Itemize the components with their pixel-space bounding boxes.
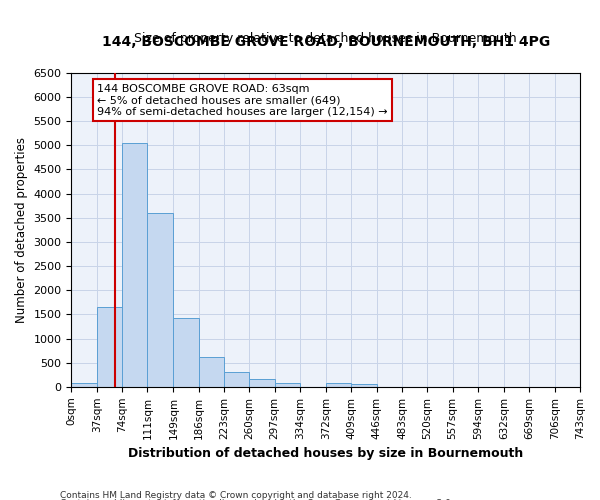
- Bar: [97, 307, 122, 387]
- Bar: [173, 318, 199, 387]
- Bar: [250, 380, 275, 387]
- Text: 144 BOSCOMBE GROVE ROAD: 63sqm
← 5% of detached houses are smaller (649)
94% of : 144 BOSCOMBE GROVE ROAD: 63sqm ← 5% of d…: [97, 84, 388, 116]
- Bar: [199, 357, 224, 387]
- Title: Size of property relative to detached houses in Bournemouth: Size of property relative to detached ho…: [134, 32, 517, 46]
- Bar: [122, 143, 148, 387]
- X-axis label: Distribution of detached houses by size in Bournemouth: Distribution of detached houses by size …: [128, 447, 523, 460]
- Bar: [275, 383, 300, 387]
- Bar: [224, 372, 250, 387]
- Bar: [352, 384, 377, 387]
- Bar: [326, 383, 352, 387]
- Bar: [148, 213, 173, 387]
- Text: Contains HM Land Registry data © Crown copyright and database right 2024.: Contains HM Land Registry data © Crown c…: [60, 490, 412, 500]
- Bar: [71, 383, 97, 387]
- Text: 144, BOSCOMBE GROVE ROAD, BOURNEMOUTH, BH1 4PG: 144, BOSCOMBE GROVE ROAD, BOURNEMOUTH, B…: [101, 36, 550, 50]
- Y-axis label: Number of detached properties: Number of detached properties: [15, 137, 28, 323]
